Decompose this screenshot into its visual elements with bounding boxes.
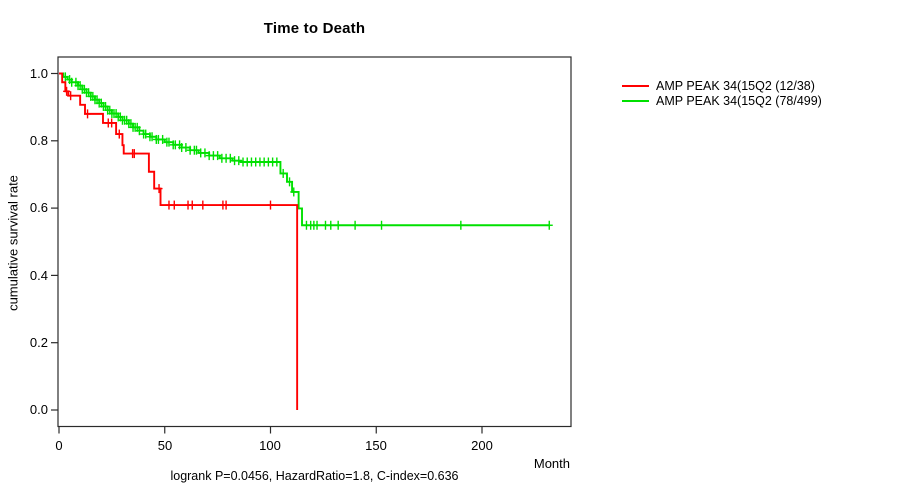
y-tick-label: 0.8 <box>29 133 48 148</box>
legend-item-green: AMP PEAK 34(15Q2 (78/499) <box>622 94 822 108</box>
y-tick-label: 0.0 <box>29 402 48 417</box>
stats-footnote: logrank P=0.0456, HazardRatio=1.8, C-ind… <box>170 469 459 483</box>
x-tick-label: 200 <box>471 438 493 453</box>
y-tick-label: 0.4 <box>29 268 48 283</box>
y-tick-label: 0.2 <box>29 335 48 350</box>
x-axis-label: Month <box>533 456 570 471</box>
x-tick-label: 50 <box>157 438 173 453</box>
y-tick-label: 0.6 <box>29 200 48 215</box>
legend-item-red: AMP PEAK 34(15Q2 (12/38) <box>622 79 822 93</box>
x-tick-label: 150 <box>365 438 387 453</box>
x-tick-label: 100 <box>259 438 281 453</box>
legend-line-green-icon <box>622 100 649 102</box>
plot-box <box>57 56 572 428</box>
legend-line-red-icon <box>622 85 649 87</box>
y-tick-label: 1.0 <box>29 66 48 81</box>
legend: AMP PEAK 34(15Q2 (12/38) AMP PEAK 34(15Q… <box>622 79 822 108</box>
x-tick-label: 0 <box>55 438 63 453</box>
y-axis-label: cumulative survival rate <box>5 175 21 311</box>
legend-label: AMP PEAK 34(15Q2 (78/499) <box>656 94 822 108</box>
legend-label: AMP PEAK 34(15Q2 (12/38) <box>656 79 815 93</box>
survival-curve <box>59 72 299 410</box>
chart-title: Time to Death <box>263 20 366 37</box>
